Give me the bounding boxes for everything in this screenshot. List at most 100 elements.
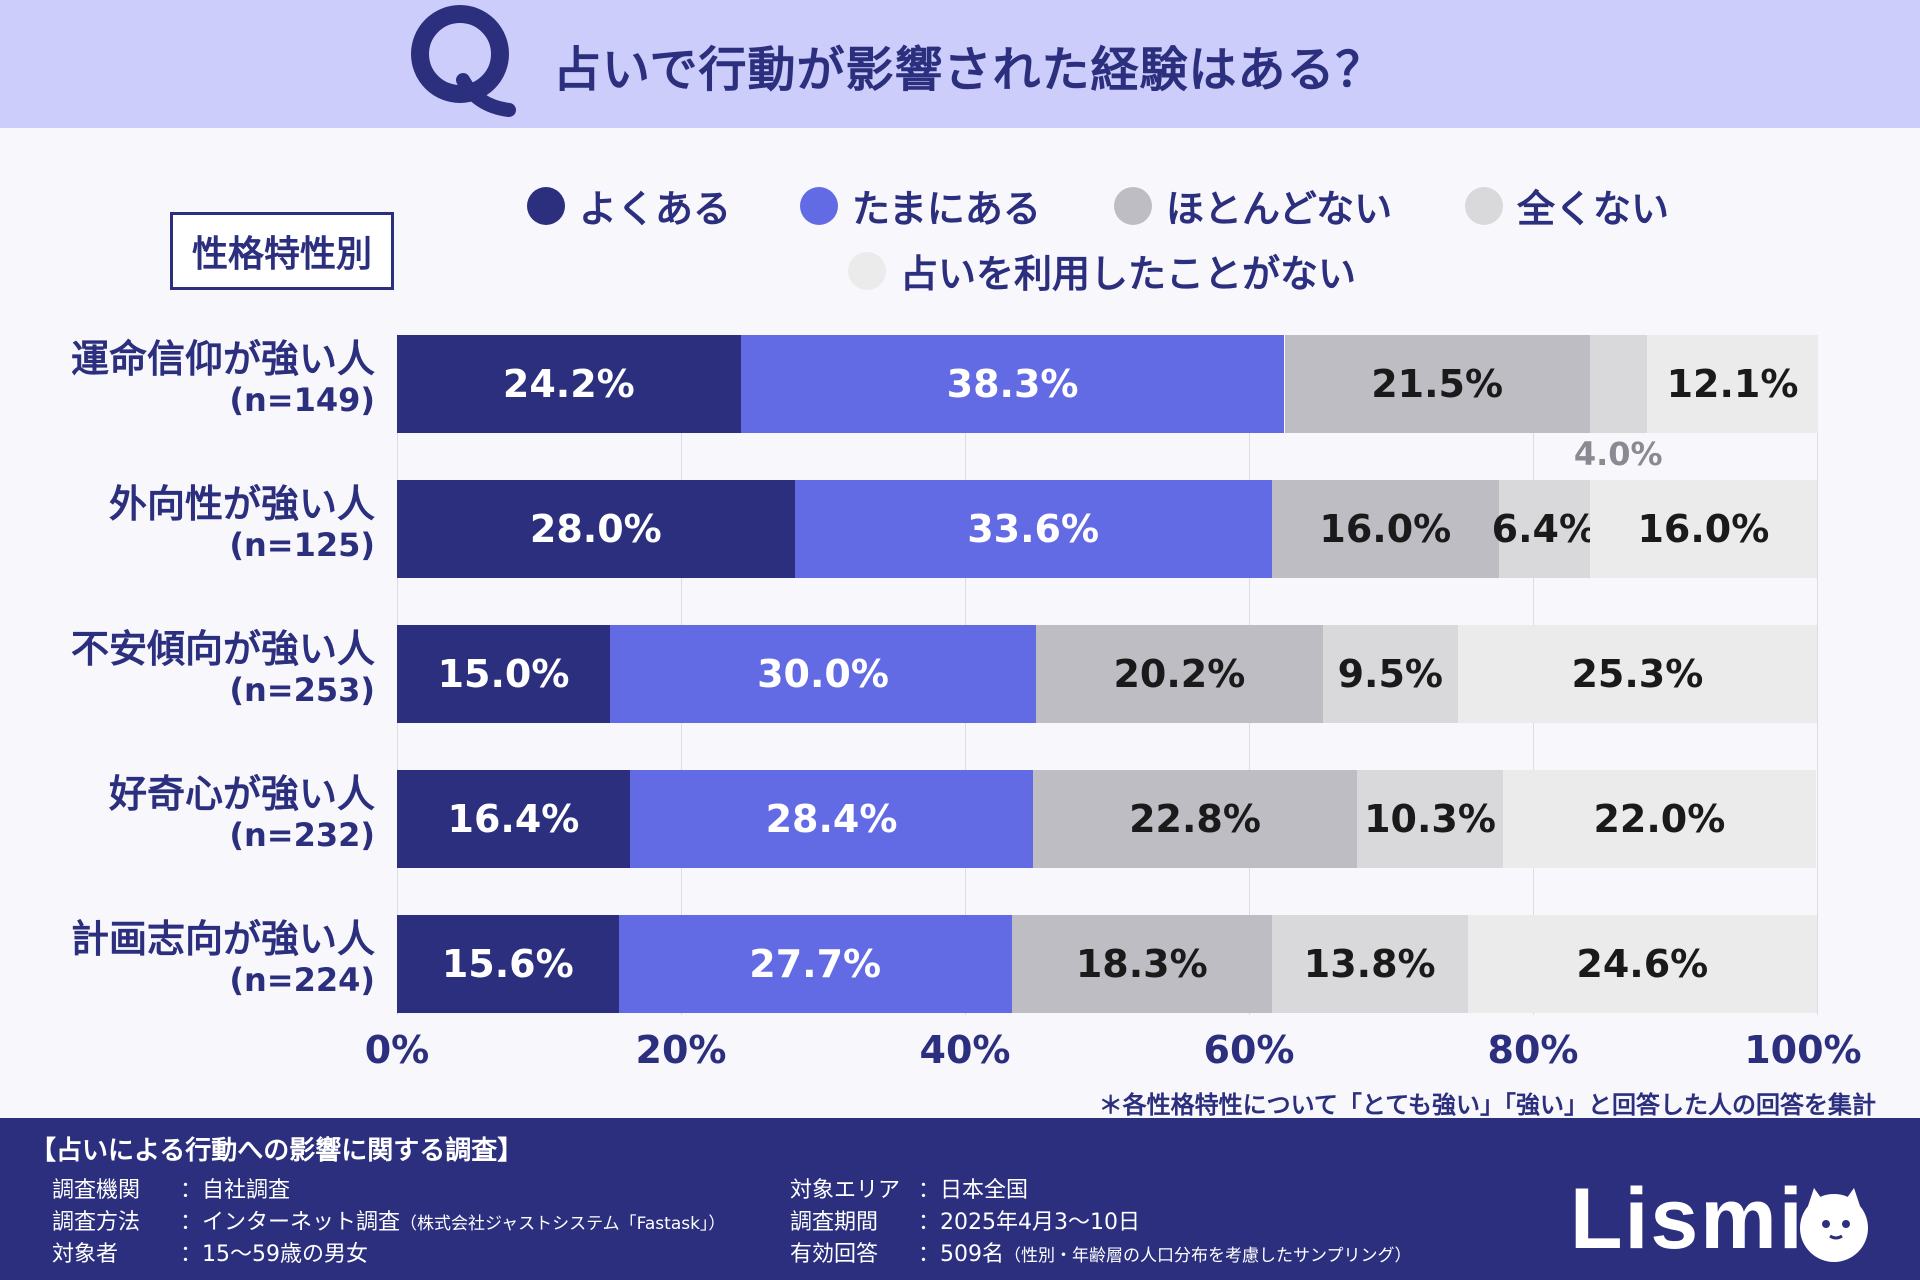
legend-item: たまにある [800, 178, 1041, 233]
footer-value: ：15〜59歳の男女 [180, 1242, 368, 1267]
bar-segment: 21.5% [1284, 335, 1590, 433]
bar-segment: 24.2% [397, 335, 741, 433]
data-label: 15.6% [441, 942, 574, 986]
category-label: 計画志向が強い人 (n=224) [71, 917, 375, 999]
footer-note: （性別・年齢層の人口分布を考慮したサンプリング） [1004, 1246, 1412, 1266]
q-mark-icon: Q [411, 5, 516, 117]
footer-info-item: 有効回答 ：509名（性別・年齢層の人口分布を考慮したサンプリング） [790, 1236, 1412, 1268]
legend-item: 占いを利用したことがない [848, 243, 1356, 298]
footer-info-item: 調査期間 ：2025年4月3〜10日 [790, 1204, 1140, 1236]
data-label: 16.0% [1319, 507, 1452, 551]
data-label: 9.5% [1337, 652, 1443, 696]
category-label: 外向性が強い人 (n=125) [109, 482, 375, 564]
legend-swatch-icon [800, 186, 838, 225]
x-tick-label: 80% [1487, 1028, 1579, 1072]
category-label: 運命信仰が強い人 (n=149) [71, 337, 375, 419]
bar-segment: 25.3% [1457, 625, 1817, 723]
footer-value: ：509名（性別・年齢層の人口分布を考慮したサンプリング） [918, 1242, 1412, 1267]
data-label: 20.2% [1113, 652, 1246, 696]
bar-segment: 16.4% [397, 770, 630, 868]
legend-item: 全くない [1465, 178, 1669, 233]
footer-key: 調査期間 [790, 1210, 879, 1235]
legend-swatch-icon [1465, 186, 1503, 225]
bar-segment [1589, 335, 1647, 433]
footer-title: 【占いによる行動への影響に関する調査】 [30, 1136, 524, 1166]
footer-key: 調査方法 [52, 1210, 141, 1235]
bar-segment: 30.0% [610, 625, 1036, 723]
footer-key: 調査機関 [52, 1178, 141, 1203]
category-name: 外向性が強い人 [108, 482, 375, 526]
footer-value: ：インターネット調査（株式会社ジャストシステム「Fastask」） [180, 1210, 726, 1235]
category-label: 不安傾向が強い人 (n=253) [71, 627, 375, 709]
bar-segment: 15.0% [397, 625, 610, 723]
gridline [1817, 335, 1818, 1015]
legend-item: よくある [527, 178, 731, 233]
bar-segment: 33.6% [794, 480, 1272, 578]
bar-segment: 13.8% [1271, 915, 1468, 1013]
legend-swatch-icon [848, 251, 886, 290]
data-label: 33.6% [967, 507, 1100, 551]
category-name: 好奇心が強い人 [108, 772, 375, 816]
header-banner: Q 占いで行動が影響された経験はある？ [0, 0, 1920, 128]
x-tick-label: 40% [919, 1028, 1011, 1072]
footer-info-item: 調査方法 ：インターネット調査（株式会社ジャストシステム「Fastask」） [52, 1204, 725, 1236]
bar-segment: 16.0% [1589, 480, 1817, 578]
data-label: 18.3% [1075, 942, 1208, 986]
sample-size: (n=232) [229, 816, 375, 854]
data-label: 38.3% [946, 362, 1079, 406]
legend-label: よくある [579, 187, 732, 231]
bar-segment: 28.4% [629, 770, 1034, 868]
footnote: ＊各性格特性について「とても強い」「強い」と回答した人の回答を集計 [1098, 1091, 1876, 1119]
data-label: 28.4% [765, 797, 898, 841]
data-label: 21.5% [1371, 362, 1504, 406]
cat-logo-icon [1800, 1188, 1868, 1262]
category-name: 計画志向が強い人 [70, 917, 375, 961]
x-tick-label: 100% [1744, 1028, 1862, 1072]
data-label: 30.0% [757, 652, 889, 696]
data-label: 12.1% [1666, 362, 1799, 406]
bar-segment: 15.6% [397, 915, 619, 1013]
footer-value: ：日本全国 [918, 1178, 1029, 1203]
data-label: 27.7% [749, 942, 882, 986]
data-label: 16.0% [1637, 507, 1770, 551]
legend-label: 全くない [1517, 187, 1670, 231]
footer-key: 有効回答 [790, 1242, 879, 1267]
footer-note: （株式会社ジャストシステム「Fastask」） [400, 1214, 726, 1234]
legend-item: ほとんどない [1114, 178, 1392, 233]
sample-size: (n=224) [229, 961, 375, 999]
legend-swatch-icon [1114, 186, 1152, 225]
data-label: 24.6% [1576, 942, 1709, 986]
footer-key: 対象者 [52, 1242, 119, 1267]
bar-segment: 16.0% [1271, 480, 1499, 578]
bar-segment: 12.1% [1646, 335, 1819, 433]
sample-size: (n=149) [229, 381, 375, 419]
legend-label: たまにある [852, 187, 1041, 231]
bar-segment: 38.3% [740, 335, 1285, 433]
bar-segment: 27.7% [618, 915, 1012, 1013]
data-label: 22.8% [1129, 797, 1261, 841]
footer-value: ：自社調査 [180, 1178, 291, 1203]
category-name: 運命信仰が強い人 [70, 337, 375, 381]
category-label: 好奇心が強い人 (n=232) [109, 772, 375, 854]
data-label: 16.4% [447, 797, 580, 841]
data-label: 13.8% [1303, 942, 1436, 986]
footer: 【占いによる行動への影響に関する調査】 調査機関 ：自社調査調査方法 ：インターネッ… [0, 1118, 1920, 1280]
footer-key: 対象エリア [790, 1178, 901, 1203]
data-label: 24.2% [502, 362, 635, 406]
legend-label: 占いを利用したことがない [900, 252, 1357, 296]
data-label: 28.0% [529, 507, 662, 551]
bar-segment: 18.3% [1011, 915, 1272, 1013]
segment-label: 性格特性別 [170, 212, 394, 290]
sample-size: (n=125) [229, 526, 375, 564]
data-label: 15.0% [437, 652, 570, 696]
bar-segment: 9.5% [1322, 625, 1458, 723]
logo-text: Lismi [1570, 1171, 1805, 1267]
bar-segment: 6.4% [1492, 480, 1597, 578]
bar-segment: 28.0% [397, 480, 795, 578]
category-name: 不安傾向が強い人 [70, 627, 375, 671]
footer-info-item: 対象エリア ：日本全国 [790, 1172, 1028, 1204]
x-tick-label: 60% [1203, 1028, 1295, 1072]
x-tick-label: 0% [364, 1028, 430, 1072]
bar-segment: 10.3% [1356, 770, 1504, 868]
legend-swatch-icon [527, 186, 565, 225]
